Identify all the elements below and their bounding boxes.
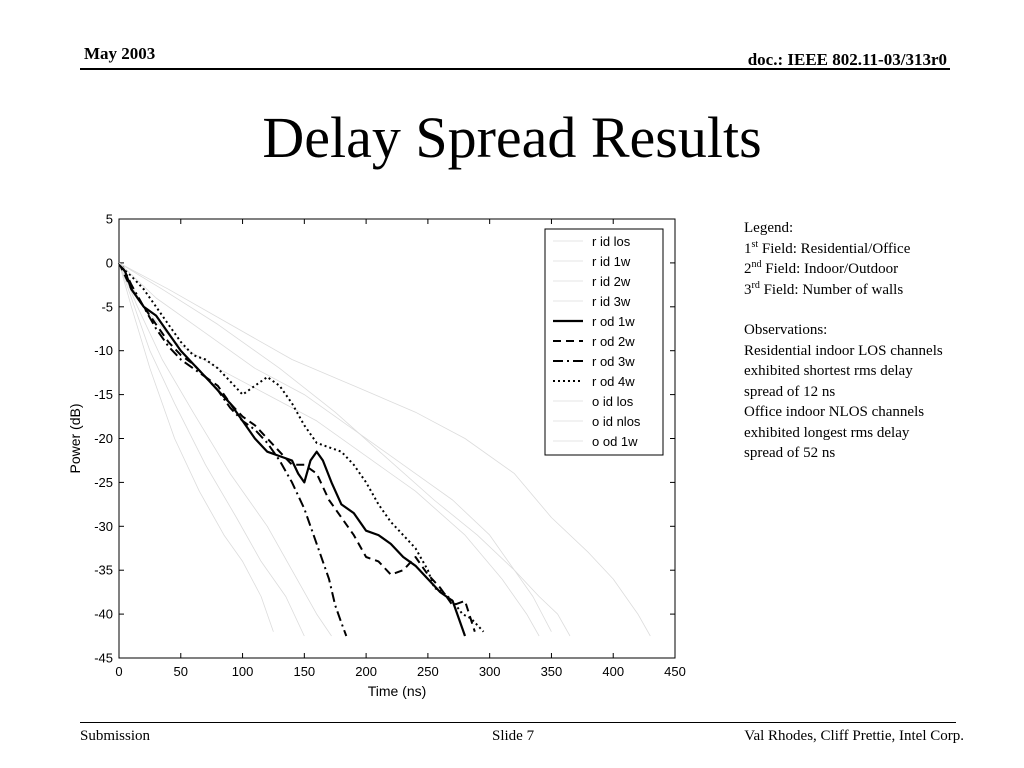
x-axis-label: Time (ns) — [368, 683, 427, 699]
y-tick-label: -35 — [94, 563, 113, 578]
notes-panel: Legend: 1st Field: Residential/Office 2n… — [744, 218, 1004, 464]
x-tick-label: 250 — [417, 664, 439, 679]
legend-entry: r od 3w — [592, 354, 635, 369]
y-tick-label: -40 — [94, 607, 113, 622]
footer-slide-number: Slide 7 — [492, 728, 535, 744]
legend-field-3: 3rd Field: Number of walls — [744, 279, 904, 298]
legend-entry: r od 4w — [592, 374, 635, 389]
x-tick-label: 300 — [479, 664, 501, 679]
footer-submission: Submission — [80, 728, 151, 744]
y-tick-label: -10 — [94, 343, 113, 358]
x-tick-label: 450 — [664, 664, 686, 679]
legend-entry: r od 2w — [592, 334, 635, 349]
legend-entry: r od 1w — [592, 314, 635, 329]
footer-divider — [80, 722, 956, 723]
series-line — [118, 262, 332, 637]
legend-heading: Legend: — [744, 220, 794, 236]
legend-entry: o od 1w — [592, 434, 638, 449]
y-tick-label: -15 — [94, 387, 113, 402]
series-line — [118, 262, 485, 633]
x-tick-label: 200 — [355, 664, 377, 679]
legend-field-1: 1st Field: Residential/Office — [744, 238, 911, 257]
legend-field-2: 2nd Field: Indoor/Outdoor — [744, 259, 899, 278]
footer-authors: Val Rhodes, Cliff Prettie, Intel Corp. — [744, 728, 964, 744]
header-divider — [80, 68, 950, 70]
y-tick-label: -20 — [94, 431, 113, 446]
series-line — [118, 262, 571, 637]
y-tick-label: 0 — [106, 255, 113, 270]
legend-entry: o id nlos — [592, 414, 641, 429]
legend-entry: r id los — [592, 234, 631, 249]
y-tick-label: -25 — [94, 475, 113, 490]
observation-line: exhibited shortest rms delay — [744, 363, 913, 379]
y-tick-label: 5 — [106, 212, 113, 227]
legend-entry: o id los — [592, 394, 634, 409]
y-axis-label: Power (dB) — [67, 403, 83, 473]
x-tick-label: 0 — [115, 664, 122, 679]
observation-line: spread of 52 ns — [744, 445, 836, 461]
observation-line: exhibited longest rms delay — [744, 424, 910, 441]
header-date: May 2003 — [84, 44, 156, 63]
header-doc-id: doc.: IEEE 802.11-03/313r0 — [747, 50, 947, 69]
series-line — [118, 262, 476, 633]
series-line — [118, 262, 348, 637]
y-tick-label: -45 — [94, 651, 113, 666]
x-tick-label: 150 — [293, 664, 315, 679]
x-tick-label: 100 — [232, 664, 254, 679]
observation-line: Office indoor NLOS channels — [744, 404, 925, 420]
series-line — [118, 262, 305, 637]
legend-box — [544, 228, 664, 456]
chart-canvas: 0 50 100 150 200 250 300 350 400 45050-5-10-15-20… — [67, 212, 686, 700]
x-tick-label: 50 — [174, 664, 188, 679]
observation-line: spread of 12 ns — [744, 383, 836, 400]
series-line — [118, 262, 552, 632]
series-line — [118, 262, 274, 632]
x-tick-label: 350 — [541, 664, 563, 679]
y-tick-label: -30 — [94, 519, 113, 534]
legend-entry: r id 1w — [592, 254, 631, 269]
x-tick-label: 400 — [602, 664, 624, 679]
power-delay-chart: 0 50 100 150 200 250 300 350 400 450 5 0 -5 -10 -15 -20… — [60, 205, 700, 710]
observations-heading: Observations: — [744, 322, 828, 338]
legend-entry: r id 2w — [592, 274, 631, 289]
series-line — [118, 262, 651, 637]
y-tick-label: -5 — [101, 299, 113, 314]
slide-title: Delay Spread Results — [262, 105, 762, 170]
observation-line: Residential indoor LOS channels — [744, 342, 943, 359]
series-line — [118, 262, 467, 637]
legend-entry: r id 3w — [592, 294, 631, 309]
